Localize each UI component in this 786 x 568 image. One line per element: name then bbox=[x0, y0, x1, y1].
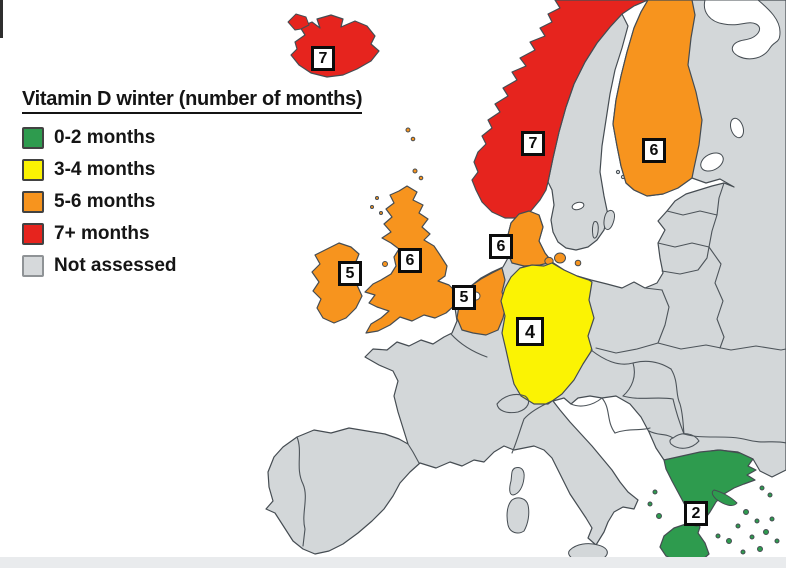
ireland-label: 5 bbox=[338, 261, 362, 286]
country-borders bbox=[296, 182, 786, 547]
aegean-island bbox=[769, 516, 775, 522]
border-slovenia bbox=[570, 397, 603, 407]
border-estonia-latvia bbox=[666, 210, 718, 216]
aegean-island bbox=[726, 538, 732, 544]
border-serbia-bulgaria bbox=[672, 398, 685, 435]
orkney-islands bbox=[418, 175, 424, 181]
border-france-spain bbox=[407, 443, 420, 464]
denmark-bornholm-island bbox=[574, 259, 582, 267]
red-swatch bbox=[22, 223, 44, 245]
aegean-island bbox=[767, 492, 773, 498]
border-france-belgium bbox=[450, 333, 488, 358]
aegean-island bbox=[763, 529, 769, 535]
aegean-island bbox=[774, 538, 780, 544]
hebrides-islands bbox=[379, 211, 383, 215]
legend-item-3-4-months: 3-4 months bbox=[22, 157, 362, 183]
denmark-zealand-island bbox=[554, 252, 566, 264]
legend-item-label: 7+ months bbox=[54, 223, 150, 244]
orkney-islands bbox=[412, 168, 418, 174]
legend-item-not-assessed: Not assessed bbox=[22, 253, 362, 279]
border-albania-macedonia bbox=[648, 430, 674, 439]
border-latvia-lithuania bbox=[657, 242, 710, 248]
germany-shape bbox=[500, 262, 595, 405]
aegean-island bbox=[740, 549, 746, 555]
legend-title: Vitamin D winter (number of months) bbox=[22, 88, 363, 114]
yellow-swatch bbox=[22, 159, 44, 181]
legend-item-label: 3-4 months bbox=[54, 159, 156, 180]
border-russia-estonia bbox=[716, 182, 725, 216]
lake-vanern bbox=[571, 201, 585, 211]
aegean-island bbox=[715, 533, 721, 539]
gotland-island bbox=[603, 209, 615, 231]
border-poland-south bbox=[595, 342, 659, 354]
border-croatia-bosnia bbox=[601, 397, 616, 434]
oland-island bbox=[591, 221, 599, 239]
lake-onega bbox=[730, 117, 744, 139]
corsica-island bbox=[509, 467, 525, 496]
aegean-island bbox=[749, 534, 755, 540]
shetland-islands bbox=[405, 127, 411, 133]
border-switzerland bbox=[496, 393, 530, 414]
greece-label: 2 bbox=[684, 501, 708, 526]
water-bodies bbox=[471, 0, 781, 301]
ionian-island bbox=[652, 489, 658, 495]
orange-swatch bbox=[22, 191, 44, 213]
hebrides-islands bbox=[375, 196, 379, 200]
legend-items: 0-2 months 3-4 months 5-6 months 7+ mont… bbox=[22, 125, 362, 279]
left-edge-artifact bbox=[0, 0, 3, 38]
iceland-label: 7 bbox=[311, 46, 335, 71]
border-lithuania-belarus bbox=[661, 246, 710, 275]
legend-item-7-plus-months: 7+ months bbox=[22, 221, 362, 247]
border-poland-east bbox=[657, 289, 670, 344]
legend-item-5-6-months: 5-6 months bbox=[22, 189, 362, 215]
ionian-island bbox=[656, 513, 662, 519]
norway-label: 7 bbox=[521, 131, 545, 156]
legend-item-label: 0-2 months bbox=[54, 127, 156, 148]
border-hungary-croatia bbox=[622, 395, 674, 400]
border-russia-latvia bbox=[708, 214, 718, 248]
aegean-island bbox=[743, 509, 749, 515]
border-austria-hungary bbox=[622, 362, 635, 397]
aegean-island bbox=[757, 546, 763, 552]
bottom-edge-strip bbox=[0, 557, 786, 568]
denmark-label: 6 bbox=[489, 234, 513, 259]
norway-shape bbox=[471, 0, 649, 219]
aegean-island bbox=[759, 485, 765, 491]
united-kingdom-label: 6 bbox=[398, 248, 422, 273]
sardinia-island bbox=[506, 497, 530, 534]
border-portugal-spain bbox=[296, 436, 306, 547]
shetland-islands bbox=[410, 136, 416, 142]
border-belarus-russia bbox=[708, 246, 725, 349]
white-sea bbox=[703, 0, 781, 60]
legend-item-0-2-months: 0-2 months bbox=[22, 125, 362, 151]
gray-swatch bbox=[22, 255, 44, 277]
finland-shape bbox=[612, 0, 703, 197]
border-belarus-ukraine bbox=[657, 342, 786, 351]
aland-islands bbox=[615, 169, 621, 175]
euboea-island bbox=[711, 489, 738, 507]
green-swatch bbox=[22, 127, 44, 149]
isle-of-man bbox=[382, 261, 388, 267]
ionian-island bbox=[647, 501, 653, 507]
border-poland-lithuania bbox=[644, 287, 663, 291]
border-ukraine-romania bbox=[670, 368, 685, 435]
legend: Vitamin D winter (number of months) 0-2 … bbox=[22, 88, 363, 285]
germany-label: 4 bbox=[516, 317, 544, 346]
border-macedonia bbox=[669, 433, 700, 449]
hebrides-islands bbox=[370, 205, 374, 209]
border-romania-bulgaria bbox=[683, 433, 786, 444]
border-bosnia-serbia bbox=[614, 427, 651, 434]
aegean-island bbox=[754, 518, 760, 524]
lake-ladoga bbox=[700, 152, 724, 172]
aegean-island bbox=[735, 523, 741, 529]
finland-label: 6 bbox=[642, 138, 666, 163]
legend-item-label: 5-6 months bbox=[54, 191, 156, 212]
legend-item-label: Not assessed bbox=[54, 255, 177, 276]
netherlands-label: 5 bbox=[452, 285, 476, 310]
iceland-westfjords bbox=[287, 13, 310, 31]
border-france-italy bbox=[511, 400, 553, 454]
